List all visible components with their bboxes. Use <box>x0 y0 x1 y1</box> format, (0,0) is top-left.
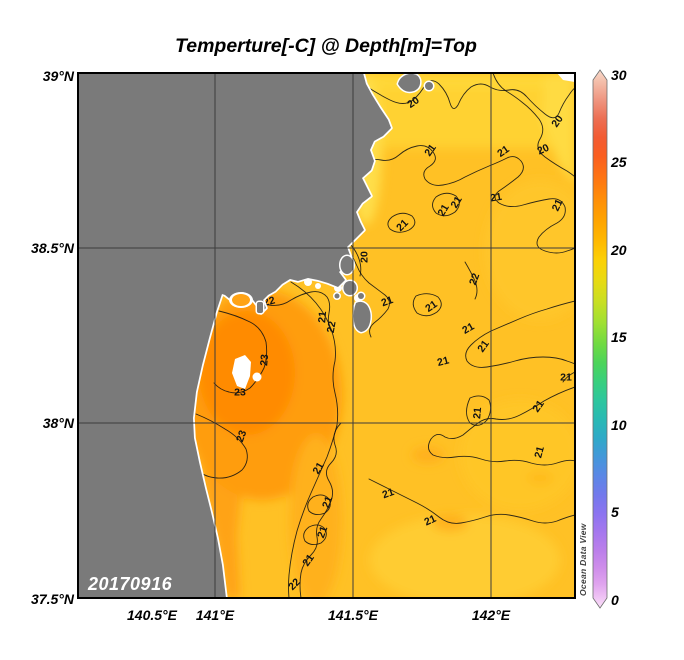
cb-tick-15: 15 <box>611 329 627 345</box>
contour-label: 21 <box>550 197 566 213</box>
contour-label: 22 <box>325 320 339 334</box>
y-tick-375n: 37.5°N <box>31 591 75 607</box>
x-tick-141e: 141°E <box>196 607 235 623</box>
contour-label: 21 <box>381 486 396 501</box>
cb-tick-10: 10 <box>611 417 627 433</box>
y-tick-385n: 38.5°N <box>31 240 75 256</box>
plot-title: Temperture[-C] @ Depth[m]=Top <box>175 35 477 57</box>
contour-label: 21 <box>422 513 438 529</box>
x-tick-1415e: 141.5°E <box>328 607 379 623</box>
odv-credit: Ocean Data View <box>578 522 588 596</box>
contour-label: 21 <box>380 294 395 309</box>
sea-temperature-field: 2020202121212121212121202121222122222323… <box>79 74 574 597</box>
contour-label: 20 <box>535 142 551 158</box>
contour-label: 21 <box>460 320 476 336</box>
contour-label: 21 <box>320 495 335 510</box>
islands <box>255 74 435 334</box>
contour-label: 23 <box>258 354 271 367</box>
contour-label-group: 2020202121212121212121202121222122222323… <box>234 94 572 593</box>
contour-label: 21 <box>316 311 329 324</box>
inlet-water <box>232 294 250 306</box>
x-tick-142e: 142°E <box>472 607 511 623</box>
map-plot-area: 2020202121212121212121202121222122222323… <box>77 72 576 599</box>
colorbar: 30 25 20 15 10 5 0 Ocean Data View <box>578 67 627 609</box>
colorbar-gradient-bar <box>592 69 608 609</box>
contour-label: 21 <box>315 525 330 540</box>
contour-label: 21 <box>489 191 503 205</box>
cb-tick-25: 25 <box>610 154 627 170</box>
x-axis-labels: 140.5°E 141°E 141.5°E 142°E <box>127 607 511 623</box>
colorbar-tick-labels: 30 25 20 15 10 5 0 <box>610 67 627 608</box>
y-tick-39n: 39°N <box>43 68 75 84</box>
date-stamp: 20170916 <box>87 574 173 594</box>
contour-label: 21 <box>471 407 484 420</box>
isotherm-contours <box>195 74 574 597</box>
contour-label: 23 <box>234 429 249 444</box>
contour-label: 21 <box>436 354 451 369</box>
cb-tick-5: 5 <box>611 504 619 520</box>
map-border <box>77 72 576 599</box>
contour-label: 23 <box>234 387 246 399</box>
contour-label: 21 <box>532 445 547 460</box>
contour-label: 22 <box>467 272 482 287</box>
contour-label: 20 <box>359 251 371 263</box>
land-mask <box>79 74 435 597</box>
y-tick-38n: 38°N <box>43 415 75 431</box>
cb-tick-20: 20 <box>610 242 627 258</box>
contour-label: 21 <box>448 194 464 210</box>
contour-label: 21 <box>435 202 451 218</box>
cb-tick-30: 30 <box>611 67 627 83</box>
contour-label: 21 <box>560 372 572 384</box>
y-axis-labels: 39°N 38.5°N 38°N 37.5°N <box>31 68 75 607</box>
mainland <box>79 74 393 597</box>
cb-tick-0: 0 <box>611 592 619 608</box>
x-tick-1405e: 140.5°E <box>127 607 178 623</box>
graticule <box>79 74 574 597</box>
contour-label: 21 <box>310 460 326 476</box>
